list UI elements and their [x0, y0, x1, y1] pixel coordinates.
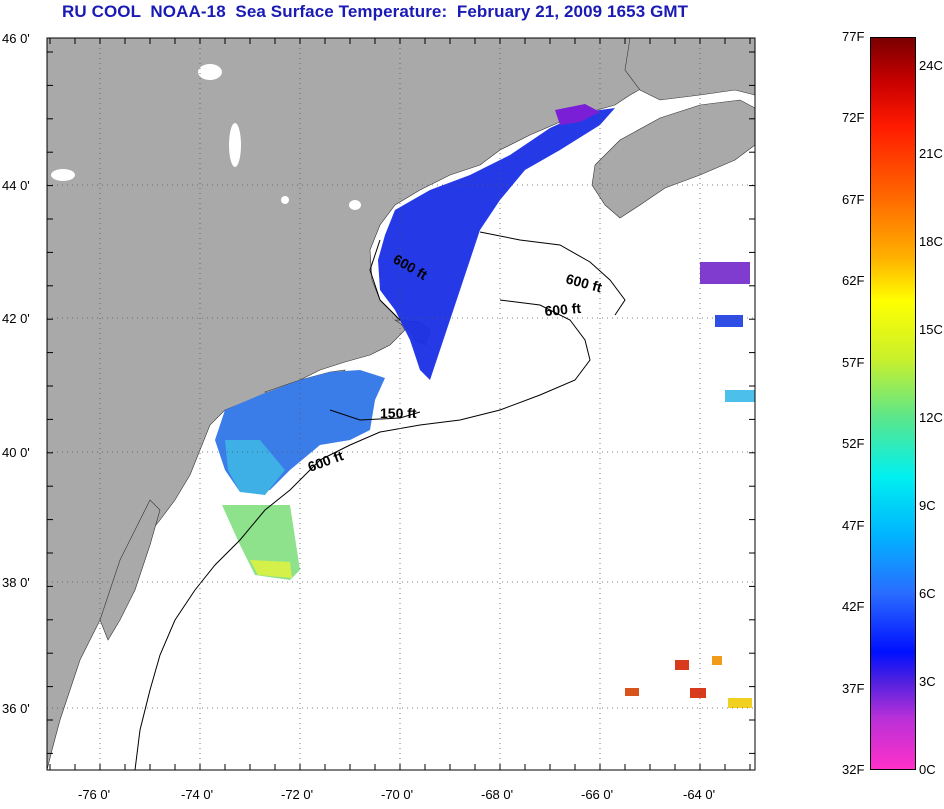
contour-label-3: 600 ft	[544, 300, 582, 319]
lat-label: 36 0'	[2, 701, 30, 716]
map-frame	[46, 37, 756, 771]
sst-gulf-of-maine	[378, 108, 615, 380]
sst-offshore-purple	[700, 262, 750, 284]
colorbar-c-label: 24C	[919, 58, 943, 74]
sst-slope-warm	[222, 505, 300, 580]
contour-150	[329, 409, 421, 421]
colorbar-c-label: 3C	[919, 674, 936, 690]
lakes	[51, 64, 361, 210]
lon-label: -68 0'	[481, 787, 513, 802]
contour-gulf	[369, 239, 401, 321]
contour-600-east	[479, 231, 626, 316]
contour-600-georges	[319, 299, 591, 461]
colorbar-f-label: 77F	[842, 29, 865, 44]
colorbar-c-label: 9C	[919, 498, 936, 514]
lon-label: -72 0'	[281, 787, 313, 802]
lat-label: 40 0'	[2, 445, 30, 460]
lon-label: -76 0'	[78, 787, 110, 802]
land-delmarva	[99, 499, 161, 641]
lon-label: -66 0'	[581, 787, 613, 802]
sst-patches	[215, 104, 755, 708]
lon-label: -64 0'	[683, 787, 715, 802]
colorbar-f-label: 67F	[842, 191, 865, 207]
sst-slope-yellow	[250, 560, 292, 578]
colorbar-c-label: 6C	[919, 586, 936, 602]
colorbar-f-label: 57F	[842, 354, 865, 370]
colorbar-c-label: 12C	[919, 410, 943, 426]
sst-cold-patch	[555, 104, 600, 125]
lon-label: -70 0'	[381, 787, 413, 802]
colorbar-c-label: 15C	[919, 322, 943, 338]
colorbar-f-label: 47F	[842, 517, 865, 533]
colorbar-f-label: 72F	[842, 110, 865, 126]
colorbar-f-label: 37F	[842, 680, 865, 696]
contours	[134, 231, 626, 771]
lat-label: 44 0'	[2, 178, 30, 193]
lat-label: 46 0'	[2, 31, 30, 46]
tick-marks	[47, 38, 755, 770]
graticule	[47, 38, 755, 770]
color-scale-bar	[870, 37, 916, 770]
contour-label-4: 150 ft	[380, 405, 417, 421]
colorbar-f-label: 52F	[842, 436, 865, 452]
map-title: RU COOL NOAA-18 Sea Surface Temperature:…	[62, 2, 689, 21]
sst-map: 600 ft 600 ft 600 ft 150 ft 600 ft 46 0'…	[2, 31, 756, 802]
colorbar-f-label: 62F	[842, 273, 865, 289]
sst-offshore-blue	[715, 315, 743, 327]
longitude-labels: -76 0' -74 0' -72 0' -70 0' -68 0' -66 0…	[78, 787, 715, 802]
latitude-labels: 46 0' 44 0' 42 0' 40 0' 38 0' 36 0'	[2, 31, 30, 716]
colorbar-c-label: 21C	[919, 146, 943, 162]
colorbar-f-label: 42F	[842, 599, 865, 615]
lat-label: 42 0'	[2, 311, 30, 326]
sst-warm-yellow	[728, 698, 752, 708]
colorbar-c-label: 0C	[919, 762, 936, 777]
colorbar-c-label: 18C	[919, 234, 943, 250]
sst-warm-red-1	[675, 660, 689, 670]
sst-warm-red-2	[625, 688, 639, 696]
colorbar-f-label: 32F	[842, 762, 865, 777]
sst-warm-orange-1	[712, 656, 722, 665]
sst-shelf-warm	[225, 440, 285, 495]
lat-label: 38 0'	[2, 575, 30, 590]
contour-600-shelf	[134, 459, 321, 771]
land-nova-scotia	[591, 99, 756, 219]
sst-offshore-cyan	[725, 390, 755, 402]
lon-label: -74 0'	[181, 787, 213, 802]
sst-warm-red-3	[690, 688, 706, 698]
